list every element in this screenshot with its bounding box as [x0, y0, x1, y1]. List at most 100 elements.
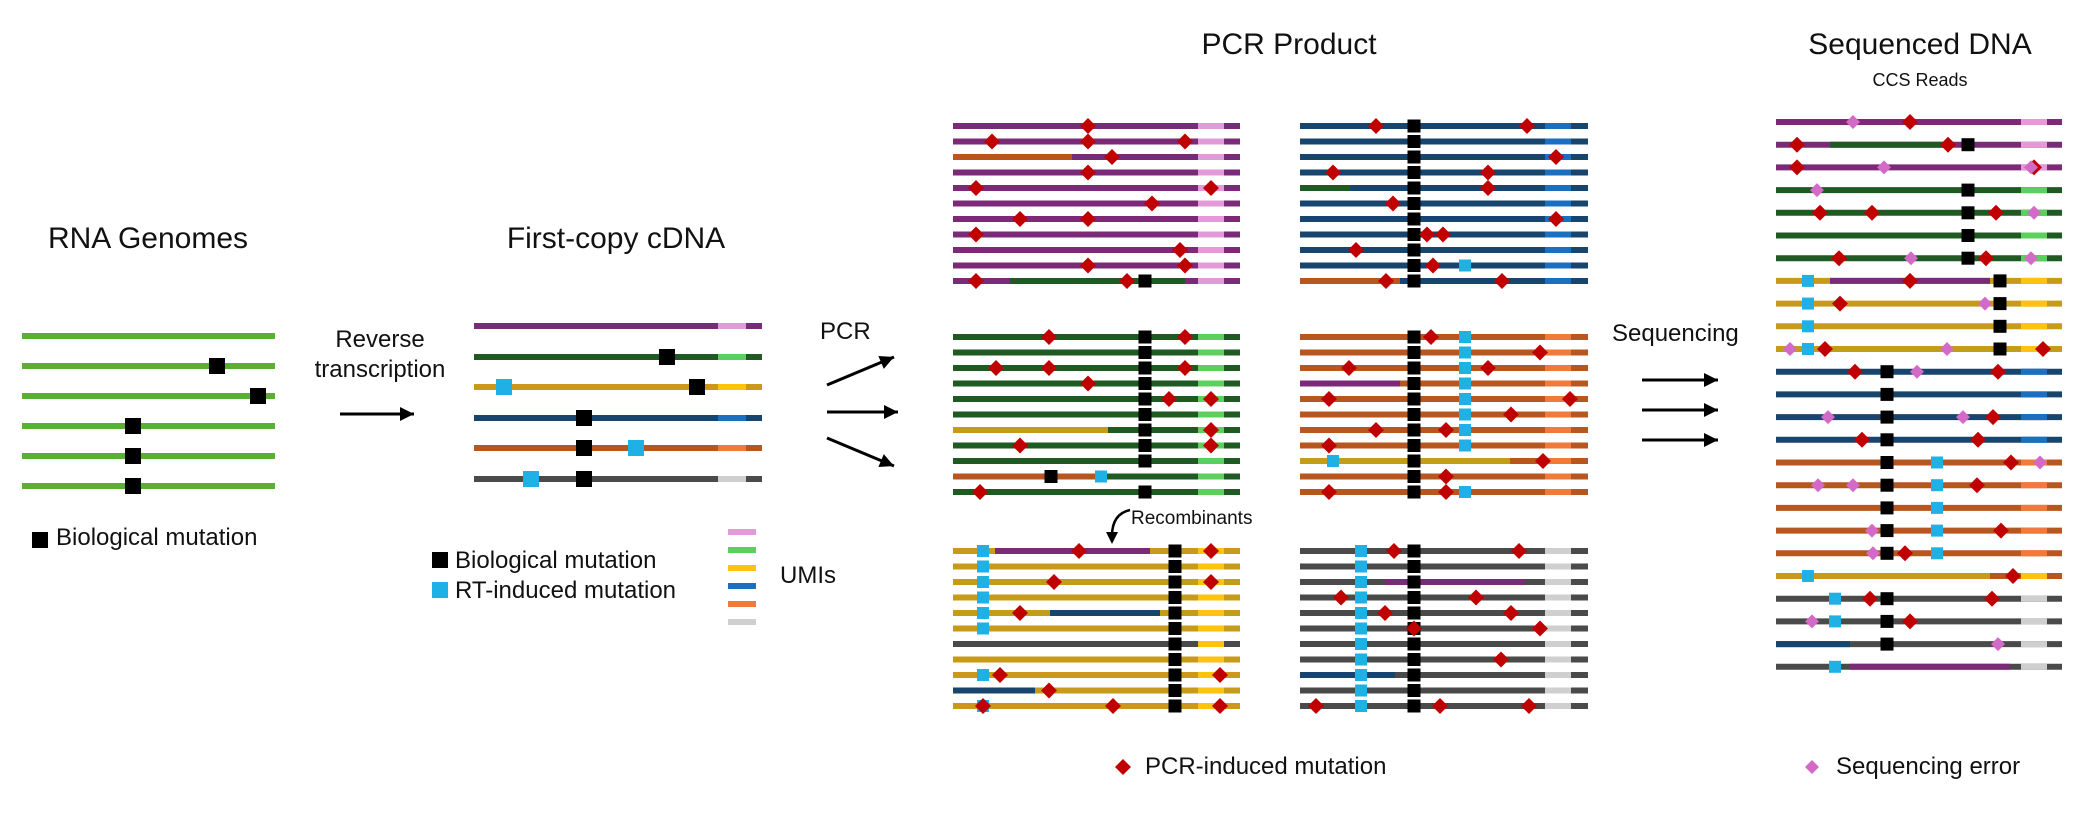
biological-mutation-marker	[1880, 592, 1894, 606]
pcr-mutation-marker	[1494, 273, 1510, 289]
biological-mutation-marker	[1168, 684, 1182, 697]
umi-segment	[1545, 563, 1571, 570]
umi-segment	[1545, 687, 1571, 694]
pcr-product-title: PCR Product	[1201, 28, 1377, 61]
biological-mutation-marker	[1168, 544, 1182, 558]
pcr-mutation-marker	[1012, 437, 1028, 454]
pcr-mutation-marker	[1177, 360, 1193, 376]
biological-mutation-marker	[1168, 591, 1182, 604]
pcr-mutation-marker	[968, 273, 984, 289]
biological-mutation-marker	[125, 478, 141, 494]
umi-segment	[718, 415, 746, 421]
pcr-mutation-marker	[1902, 613, 1918, 630]
biological-mutation-marker	[1407, 377, 1421, 390]
biological-mutation-marker	[1993, 274, 2007, 288]
pcr-mutation-marker	[1970, 431, 1986, 448]
umi-segment	[1545, 138, 1571, 145]
umi-segment	[1545, 594, 1571, 601]
biological-mutation-marker	[1407, 653, 1421, 666]
umi-segment	[2021, 232, 2047, 239]
rt-mutation-marker	[977, 669, 989, 681]
biological-mutation-marker	[1407, 259, 1421, 272]
biological-mutation-marker	[1138, 346, 1152, 359]
umi-segment	[1198, 489, 1224, 495]
pcr-mutation-marker	[1203, 574, 1219, 590]
pcr-mutation-marker	[1177, 133, 1193, 150]
umi-segment	[718, 354, 746, 360]
pcr-mutation-marker	[1432, 698, 1448, 714]
rt-mutation-marker	[1802, 343, 1814, 355]
rt-mutation-marker	[1355, 684, 1367, 697]
pcr-mutation-marker	[1503, 605, 1519, 621]
pcr-mutation-marker	[1333, 589, 1349, 606]
pcr-mutation-marker	[988, 360, 1004, 376]
umi-segment	[2021, 187, 2047, 194]
pcr-mutation-marker	[1105, 698, 1121, 714]
arrow-head	[400, 407, 414, 421]
pcr-mutation-marker	[1177, 329, 1193, 345]
first-copy-cdna-title: First-copy cDNA	[506, 222, 726, 255]
pcr-mutation-marker	[1532, 620, 1548, 637]
umi-segment	[1545, 349, 1571, 356]
rt-mutation-marker	[1355, 607, 1367, 619]
pcr-mutation-marker	[992, 667, 1008, 683]
biological-mutation-marker	[1168, 622, 1182, 635]
umi-segment	[1545, 458, 1571, 464]
biological-mutation-marker	[250, 388, 266, 404]
umi-segment	[1545, 123, 1571, 129]
pcr-mutation-marker	[1377, 605, 1393, 621]
rt-mutation-marker	[628, 440, 644, 456]
pcr-mutation-marker	[1493, 651, 1509, 668]
pcr-mutation-marker	[1480, 360, 1496, 376]
pcr-mutation-marker	[1177, 257, 1193, 274]
umi-segment	[1545, 672, 1571, 678]
biological-mutation-marker	[1138, 392, 1152, 406]
umi-segment	[728, 547, 756, 553]
pcr-mutation-marker	[1203, 543, 1219, 559]
pcr-mutation-marker	[1080, 375, 1096, 392]
rt-mutation-marker	[1095, 470, 1107, 483]
umi-segment	[2021, 663, 2047, 670]
biological-mutation-marker	[1880, 410, 1894, 424]
pcr-mutation-marker	[1144, 195, 1160, 212]
pcr-mutation-marker	[1348, 242, 1364, 258]
arrow-head	[1704, 433, 1718, 447]
rt-mutation-marker	[1355, 700, 1367, 712]
sequencing-error-marker	[1783, 342, 1797, 356]
umi-segment	[1545, 262, 1571, 269]
biological-mutation-marker	[689, 379, 705, 395]
umi-segment	[1198, 687, 1224, 694]
biological-mutation-marker	[576, 410, 592, 426]
pcr-mutation-marker	[1985, 409, 2001, 426]
sequencing-error-marker	[1846, 115, 1860, 129]
umi-segment	[1545, 278, 1571, 284]
legend-biological-mutation-rna: Biological mutation	[56, 524, 258, 551]
pcr-mutation-marker	[1046, 574, 1062, 590]
biological-mutation-marker	[1407, 423, 1421, 437]
legend-biological-mutation: Biological mutation	[455, 547, 657, 574]
pcr-mutation-marker	[1562, 391, 1578, 407]
rt-mutation-marker	[1931, 456, 1943, 469]
biological-mutation-marker	[1880, 478, 1894, 492]
biological-mutation-marker	[1407, 274, 1421, 288]
umi-segment	[1198, 200, 1224, 207]
umi-segment	[1198, 380, 1224, 387]
rt-mutation-marker	[1829, 592, 1841, 605]
umi-segment	[1198, 262, 1224, 269]
umi-segment	[728, 565, 756, 571]
pcr-mutation-marker	[972, 484, 988, 500]
rt-mutation-marker	[1355, 622, 1367, 635]
biological-mutation-marker	[1407, 392, 1421, 406]
pcr-mutation-marker	[1203, 180, 1219, 196]
pcr-mutation-marker	[1435, 226, 1451, 243]
biological-mutation-marker	[1168, 606, 1182, 620]
umi-segment	[2021, 346, 2047, 352]
pcr-mutation-marker	[1321, 484, 1337, 500]
biological-mutation-marker	[1168, 699, 1182, 713]
pcr-mutation-marker	[1817, 341, 1833, 357]
ccs-reads-subtitle: CCS Reads	[1872, 70, 1968, 90]
pcr-mutation-marker	[1080, 164, 1096, 181]
pcr-mutation-marker	[1308, 698, 1324, 714]
biological-mutation-marker	[1407, 181, 1421, 195]
